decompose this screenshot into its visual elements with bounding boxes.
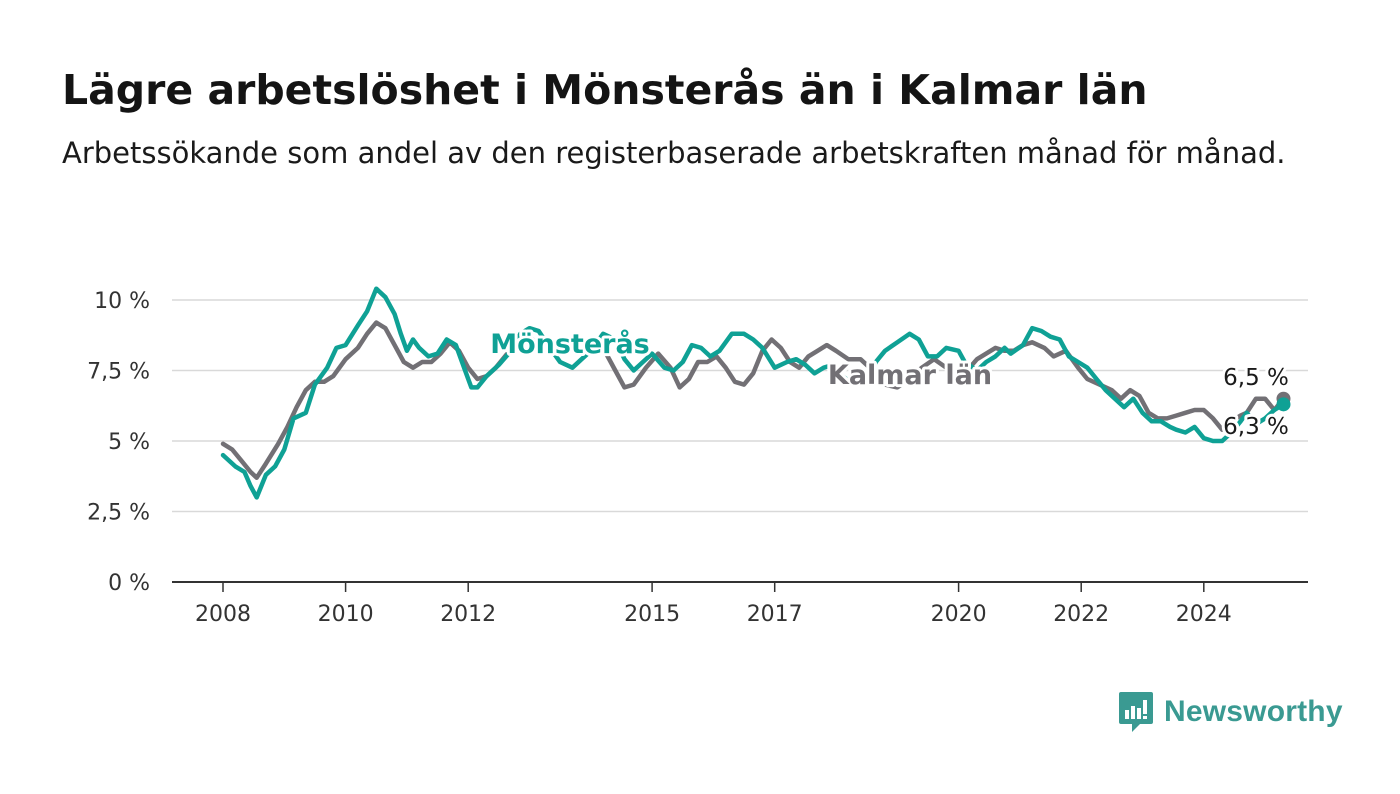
end-label-monsteras: 6,3 % xyxy=(1223,414,1289,440)
chart-subtitle: Arbetssökande som andel av den registerb… xyxy=(62,136,1286,170)
newsworthy-logo: Newsworthy xyxy=(1118,690,1343,734)
brand-name: Newsworthy xyxy=(1164,695,1343,728)
y-tick-label: 0 % xyxy=(108,571,150,596)
series-label-monsteras: Mönsterås xyxy=(490,328,650,360)
x-tick-label: 2022 xyxy=(1053,602,1109,627)
x-tick-label: 2008 xyxy=(195,602,251,627)
x-tick-label: 2024 xyxy=(1176,602,1232,627)
x-tick-label: 2012 xyxy=(440,602,496,627)
endpoint-monsteras xyxy=(1276,397,1291,412)
y-tick-label: 10 % xyxy=(94,289,150,314)
chat-bar-icon xyxy=(1119,692,1153,732)
series-labels: Mönsterås Kalmar län 6,5 % 6,3 % xyxy=(487,325,1292,443)
x-tick-label: 2015 xyxy=(624,602,680,627)
y-tick-label: 2,5 % xyxy=(87,501,150,526)
series-line-kalmar xyxy=(220,320,1286,480)
series-line-monsteras xyxy=(220,286,1286,500)
y-axis-ticks: 0 % 2,5 % 5 % 7,5 % 10 % xyxy=(87,289,150,596)
chart-title: Lägre arbetslöshet i Mönsterås än i Kalm… xyxy=(62,66,1148,114)
y-tick-label: 5 % xyxy=(108,430,150,455)
x-tick-label: 2010 xyxy=(318,602,374,627)
y-tick-label: 7,5 % xyxy=(87,360,150,385)
series-label-kalmar: Kalmar län xyxy=(828,360,992,391)
x-tick-label: 2017 xyxy=(747,602,803,627)
end-label-kalmar: 6,5 % xyxy=(1223,365,1289,391)
gridlines xyxy=(172,299,1308,583)
x-axis-ticks: 2008 2010 2012 2015 2017 2020 2022 2024 xyxy=(195,582,1232,627)
series-lines xyxy=(220,286,1291,500)
x-tick-label: 2020 xyxy=(931,602,987,627)
